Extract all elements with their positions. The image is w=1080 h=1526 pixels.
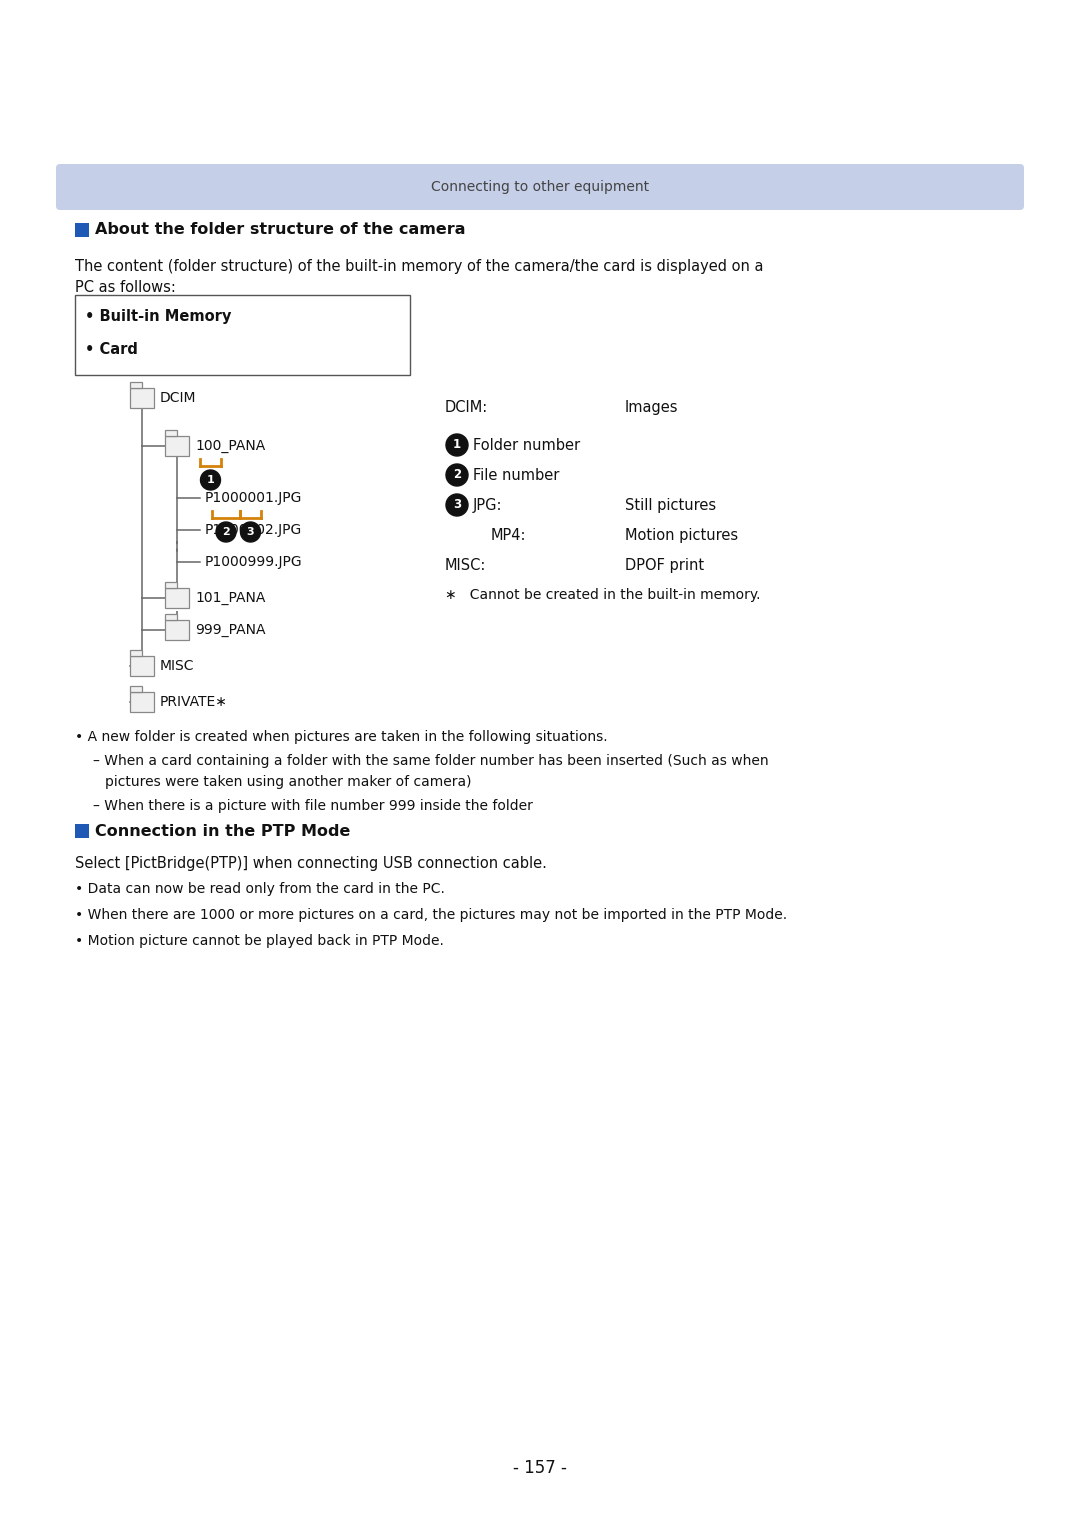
Text: Select [PictBridge(PTP)] when connecting USB connection cable.: Select [PictBridge(PTP)] when connecting… xyxy=(75,856,546,871)
Text: 2: 2 xyxy=(222,526,230,537)
Bar xyxy=(75,824,89,838)
Text: • Built-in Memory: • Built-in Memory xyxy=(85,310,231,325)
Text: Still pictures: Still pictures xyxy=(625,497,716,513)
Circle shape xyxy=(446,494,468,516)
Text: P1000002.JPG: P1000002.JPG xyxy=(205,523,302,537)
Text: – When a card containing a folder with the same folder number has been inserted : – When a card containing a folder with t… xyxy=(93,754,769,768)
Text: The content (folder structure) of the built-in memory of the camera/the card is : The content (folder structure) of the bu… xyxy=(75,258,764,273)
Text: PRIVATE∗: PRIVATE∗ xyxy=(160,694,228,710)
Bar xyxy=(75,295,410,375)
Circle shape xyxy=(241,522,260,542)
Text: Connecting to other equipment: Connecting to other equipment xyxy=(431,180,649,194)
Text: 2: 2 xyxy=(453,468,461,482)
Circle shape xyxy=(446,464,468,485)
Text: • Motion picture cannot be played back in PTP Mode.: • Motion picture cannot be played back i… xyxy=(75,934,444,948)
Circle shape xyxy=(446,433,468,456)
Circle shape xyxy=(201,470,220,490)
Text: - 157 -: - 157 - xyxy=(513,1459,567,1477)
Text: P1000999.JPG: P1000999.JPG xyxy=(205,555,302,569)
Text: Motion pictures: Motion pictures xyxy=(625,528,738,543)
Text: P1000001.JPG: P1000001.JPG xyxy=(205,491,302,505)
Text: • Card: • Card xyxy=(85,342,138,357)
Text: ∗   Cannot be created in the built-in memory.: ∗ Cannot be created in the built-in memo… xyxy=(445,588,760,601)
Bar xyxy=(165,581,177,588)
Bar xyxy=(130,650,141,656)
Text: • Data can now be read only from the card in the PC.: • Data can now be read only from the car… xyxy=(75,882,445,896)
Text: JPG:: JPG: xyxy=(473,497,502,513)
Text: 1: 1 xyxy=(453,438,461,452)
Text: MISC: MISC xyxy=(160,659,194,673)
Text: • When there are 1000 or more pictures on a card, the pictures may not be import: • When there are 1000 or more pictures o… xyxy=(75,908,787,922)
Text: DCIM:: DCIM: xyxy=(445,400,488,415)
Text: • A new folder is created when pictures are taken in the following situations.: • A new folder is created when pictures … xyxy=(75,729,608,745)
Text: DCIM: DCIM xyxy=(160,391,197,404)
Text: MP4:: MP4: xyxy=(491,528,527,543)
Bar xyxy=(165,620,189,639)
Text: 100_PANA: 100_PANA xyxy=(195,439,266,453)
Text: MISC:: MISC: xyxy=(445,559,486,572)
Text: 3: 3 xyxy=(246,526,254,537)
Text: File number: File number xyxy=(473,468,559,484)
Bar xyxy=(165,430,177,436)
Text: Folder number: Folder number xyxy=(473,438,580,453)
Text: About the folder structure of the camera: About the folder structure of the camera xyxy=(95,223,465,238)
Text: DPOF print: DPOF print xyxy=(625,559,704,572)
Text: Connection in the PTP Mode: Connection in the PTP Mode xyxy=(95,824,350,838)
Text: Images: Images xyxy=(625,400,678,415)
Bar xyxy=(75,223,89,237)
FancyBboxPatch shape xyxy=(56,163,1024,211)
Bar xyxy=(165,436,189,456)
Bar xyxy=(130,687,141,691)
Text: 101_PANA: 101_PANA xyxy=(195,591,266,604)
Bar xyxy=(130,691,154,713)
Text: PC as follows:: PC as follows: xyxy=(75,281,176,296)
Text: – When there is a picture with file number 999 inside the folder: – When there is a picture with file numb… xyxy=(93,800,532,813)
Text: 3: 3 xyxy=(453,499,461,511)
Text: 999_PANA: 999_PANA xyxy=(195,623,266,636)
Bar xyxy=(165,588,189,607)
Text: 1: 1 xyxy=(206,475,214,485)
Bar xyxy=(130,388,154,407)
Bar xyxy=(130,656,154,676)
Bar xyxy=(165,613,177,620)
Circle shape xyxy=(216,522,237,542)
Text: pictures were taken using another maker of camera): pictures were taken using another maker … xyxy=(105,775,472,789)
Bar xyxy=(130,382,141,388)
